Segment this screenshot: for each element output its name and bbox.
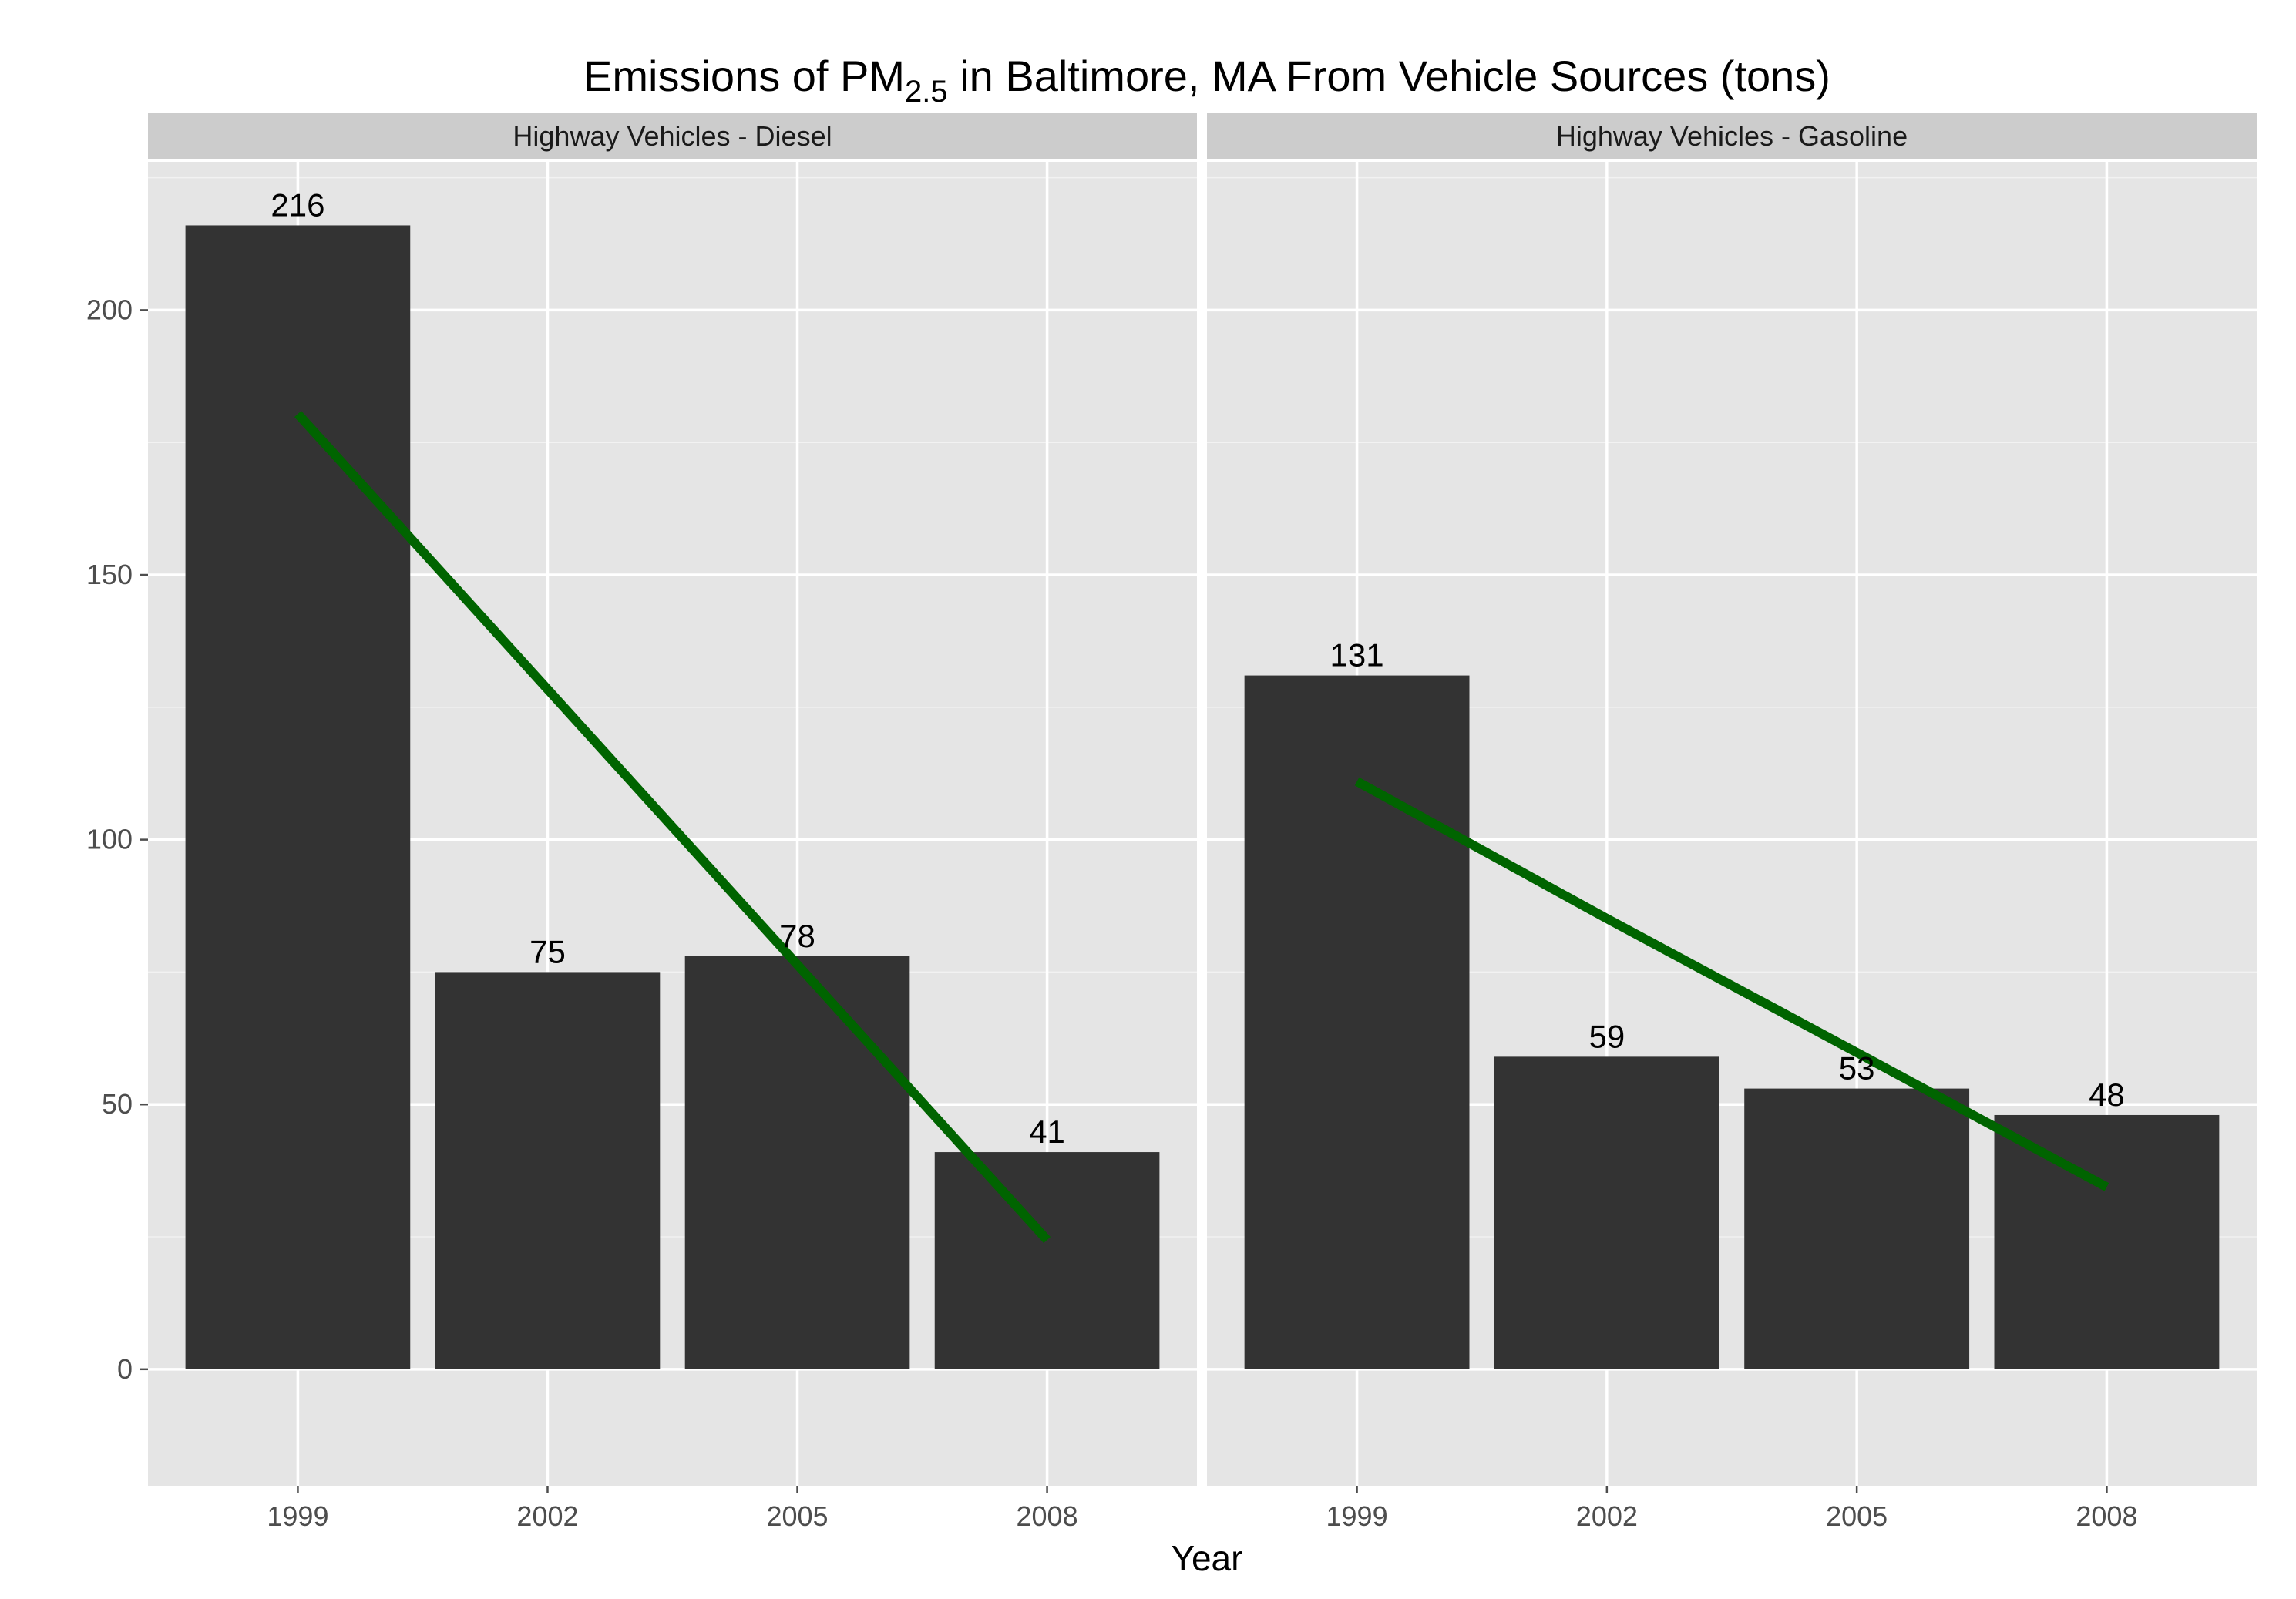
x-tick-label: 2005	[766, 1500, 828, 1532]
x-tick-label: 2002	[1576, 1500, 1638, 1532]
panels-layer: Highway Vehicles - Diesel 216 75 78 41 1999 20…	[148, 113, 2257, 1532]
y-axis: 0 50 100 150 200	[86, 294, 148, 1385]
panel-1: Highway Vehicles - Diesel 216 75 78 41 1999 20…	[148, 113, 1197, 1532]
bar-value-label: 48	[2089, 1077, 2125, 1113]
bar-value-label: 216	[271, 186, 324, 223]
bar-value-label: 53	[1839, 1050, 1875, 1087]
x-tick-label: 2008	[2076, 1500, 2137, 1532]
chart-title: Emissions of PM2.5 in Baltimore, MA From…	[583, 52, 1830, 109]
y-tick-label: 50	[102, 1088, 133, 1120]
x-tick-label: 2008	[1017, 1500, 1078, 1532]
facet-strip	[1207, 113, 2257, 159]
bar-2008	[934, 1152, 1160, 1369]
bar-value-label: 131	[1330, 637, 1384, 674]
y-tick-label: 100	[86, 824, 133, 855]
facet-strip	[148, 113, 1197, 159]
facet-strip-label: Highway Vehicles - Gasoline	[1556, 120, 1908, 152]
trend-line	[1354, 777, 2109, 1191]
x-tick-label: 1999	[267, 1500, 328, 1532]
panel-2: Highway Vehicles - Gasoline 131 59 53 48 1999…	[1207, 113, 2257, 1532]
bar-2005	[684, 956, 910, 1369]
y-tick-label: 0	[117, 1353, 133, 1385]
bar-2008	[1994, 1114, 2220, 1369]
x-tick-label: 2005	[1826, 1500, 1888, 1532]
x-tick-label: 2002	[516, 1500, 578, 1532]
bar-2002	[435, 972, 661, 1369]
x-axis-title: Year	[1172, 1538, 1243, 1578]
chart-title-suffix: in Baltimore, MA From Vehicle Sources (t…	[948, 52, 1830, 100]
bar-2002	[1494, 1056, 1719, 1369]
bar-value-label: 59	[1588, 1018, 1625, 1054]
trend-line	[294, 411, 1051, 1244]
bar-1999	[1244, 675, 1470, 1369]
bar-1999	[185, 225, 411, 1369]
y-tick-label: 150	[86, 559, 133, 590]
bar-value-label: 75	[529, 933, 566, 969]
chart-title-prefix: Emissions of PM	[583, 52, 905, 100]
bar-value-label: 41	[1029, 1114, 1065, 1150]
bar-value-label: 78	[779, 918, 815, 954]
facet-strip-label: Highway Vehicles - Diesel	[513, 120, 832, 152]
bar-2005	[1744, 1088, 1970, 1369]
chart-title-subscript: 2.5	[905, 75, 948, 109]
y-tick-label: 200	[86, 294, 133, 325]
x-tick-label: 1999	[1326, 1500, 1388, 1532]
